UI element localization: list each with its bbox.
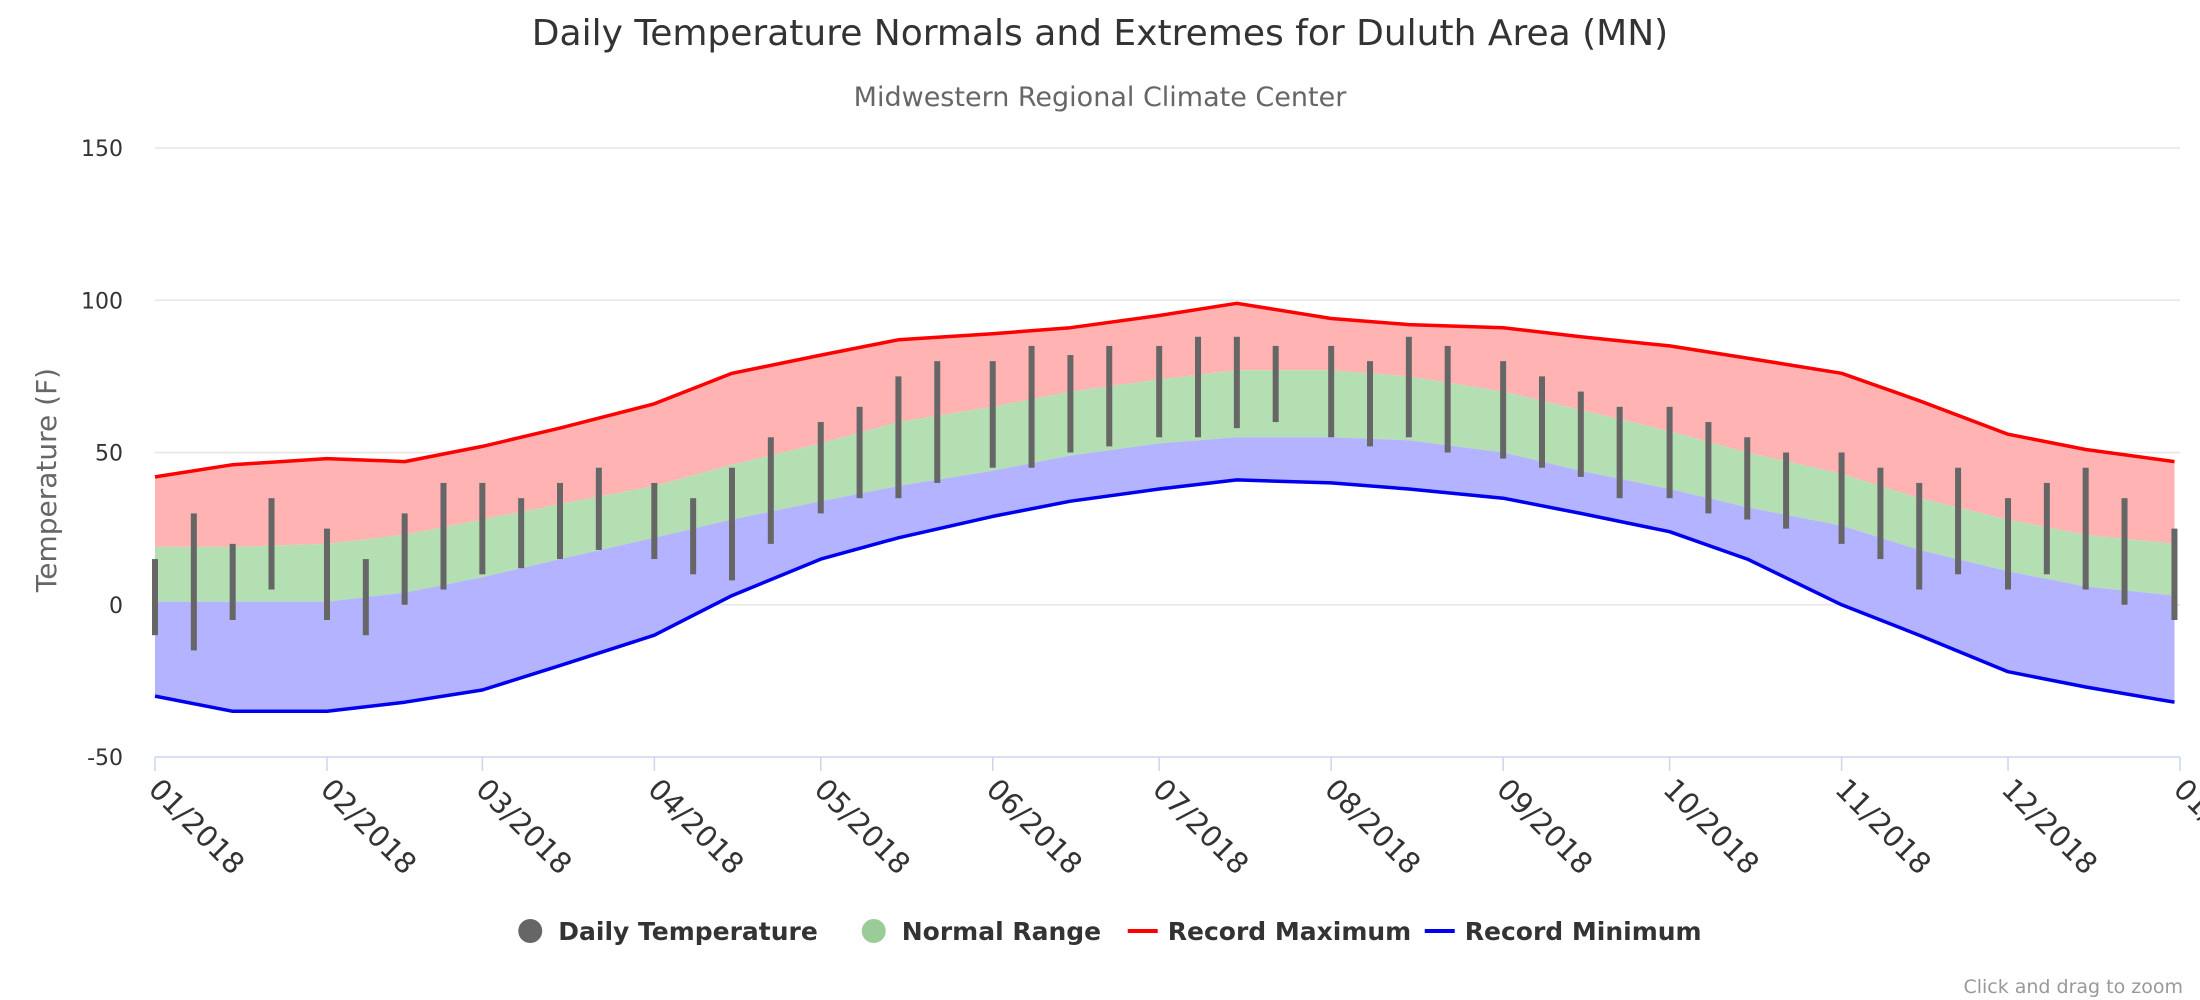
daily-temperature-bar[interactable] (152, 559, 158, 636)
record-maximum-line[interactable] (154, 301, 2175, 479)
record-max-area (155, 303, 2175, 547)
daily-temperature-bar[interactable] (229, 543, 236, 620)
daily-temperature-bar[interactable] (856, 406, 863, 499)
daily-temperature-bar[interactable] (1067, 355, 1074, 453)
daily-temperature-bar[interactable] (895, 376, 902, 499)
legend-item-daily-temperature[interactable]: Daily Temperature (518, 917, 818, 946)
daily-temperature-bar[interactable] (440, 482, 447, 590)
daily-temperature-bar[interactable] (1538, 376, 1545, 468)
daily-temperature-bar[interactable] (1783, 452, 1790, 529)
daily-temperature-bar[interactable] (1405, 336, 1412, 438)
daily-temperature-bar[interactable] (1877, 467, 1884, 560)
daily-temperature-bar[interactable] (1577, 391, 1584, 477)
daily-temperature-bar[interactable] (1233, 336, 1240, 429)
daily-temperature-bar[interactable] (2121, 498, 2128, 605)
legend-symbol (518, 919, 543, 943)
legend[interactable]: Daily Temperature Normal Range Record Maxi… (518, 917, 1702, 946)
daily-temperature-bar[interactable] (401, 513, 408, 605)
y-tick-label: 150 (81, 137, 123, 162)
daily-temperature-bar[interactable] (1028, 345, 1035, 468)
daily-temperature-bar[interactable] (690, 498, 697, 575)
record-minimum-line[interactable] (154, 478, 2175, 714)
daily-temperature-bar[interactable] (595, 467, 602, 550)
y-axis: -50 0 50 100 150 (81, 137, 123, 771)
daily-temperature-bar[interactable] (1444, 345, 1451, 453)
chart-subtitle: Midwestern Regional Climate Center (854, 82, 1348, 113)
legend-item-normal-range[interactable]: Normal Range (861, 917, 1101, 946)
y-tick-label: 50 (95, 442, 123, 467)
daily-temperature-bar[interactable] (651, 482, 658, 560)
daily-temperature-bar[interactable] (1616, 406, 1623, 499)
daily-temperature-bar[interactable] (1156, 345, 1163, 438)
daily-temperature-bars[interactable] (152, 336, 2178, 651)
record-lines[interactable] (154, 301, 2175, 714)
daily-temperature-bar[interactable] (479, 482, 486, 575)
y-tick-label: 100 (81, 289, 123, 314)
chart-title: Daily Temperature Normals and Extremes f… (532, 13, 1668, 54)
legend-label: Record Minimum (1465, 917, 1702, 946)
y-tick-label: 0 (109, 594, 123, 619)
legend-label: Normal Range (902, 917, 1101, 946)
daily-temperature-bar[interactable] (1367, 361, 1373, 447)
y-axis-title: Temperature (F) (30, 368, 63, 593)
daily-temperature-bar[interactable] (1195, 336, 1202, 438)
legend-item-record-minimum[interactable]: Record Minimum (1424, 917, 1702, 946)
daily-temperature-bar[interactable] (518, 498, 525, 569)
legend-label: Daily Temperature (558, 917, 818, 946)
daily-temperature-bar[interactable] (1955, 467, 1962, 575)
daily-temperature-bar[interactable] (1666, 406, 1673, 499)
daily-temperature-bar[interactable] (2043, 482, 2050, 575)
daily-temperature-bar[interactable] (323, 528, 330, 620)
daily-temperature-bar[interactable] (557, 482, 563, 560)
y-tick-label: -50 (87, 746, 123, 771)
daily-temperature-bar[interactable] (2082, 467, 2089, 590)
daily-temperature-bar[interactable] (1500, 361, 1507, 459)
plot-areas (155, 303, 2175, 712)
record-min-area (155, 437, 2175, 712)
daily-temperature-bar[interactable] (190, 513, 197, 651)
daily-temperature-bar[interactable] (268, 498, 275, 590)
daily-temperature-bar[interactable] (1916, 482, 1923, 590)
daily-temperature-bar[interactable] (934, 361, 941, 483)
legend-item-record-maximum[interactable]: Record Maximum (1127, 917, 1411, 946)
legend-symbol (861, 919, 886, 943)
daily-temperature-bar[interactable] (989, 361, 996, 468)
daily-temperature-bar[interactable] (362, 559, 369, 636)
legend-label: Record Maximum (1168, 917, 1411, 946)
normal-range-area (155, 370, 2175, 602)
daily-temperature-bar[interactable] (1272, 345, 1279, 423)
daily-temperature-bar[interactable] (1838, 452, 1845, 544)
zoom-hint: Click and drag to zoom (1963, 976, 2183, 998)
daily-temperature-bar[interactable] (817, 422, 824, 514)
daily-temperature-bar[interactable] (767, 437, 774, 544)
daily-temperature-bar[interactable] (1744, 437, 1751, 520)
daily-temperature-bar[interactable] (1106, 345, 1113, 447)
daily-temperature-bar[interactable] (728, 467, 735, 581)
daily-temperature-bar[interactable] (1705, 422, 1712, 514)
daily-temperature-bar[interactable] (2171, 528, 2178, 620)
daily-temperature-bar[interactable] (2005, 498, 2012, 590)
daily-temperature-bar[interactable] (1328, 345, 1335, 438)
